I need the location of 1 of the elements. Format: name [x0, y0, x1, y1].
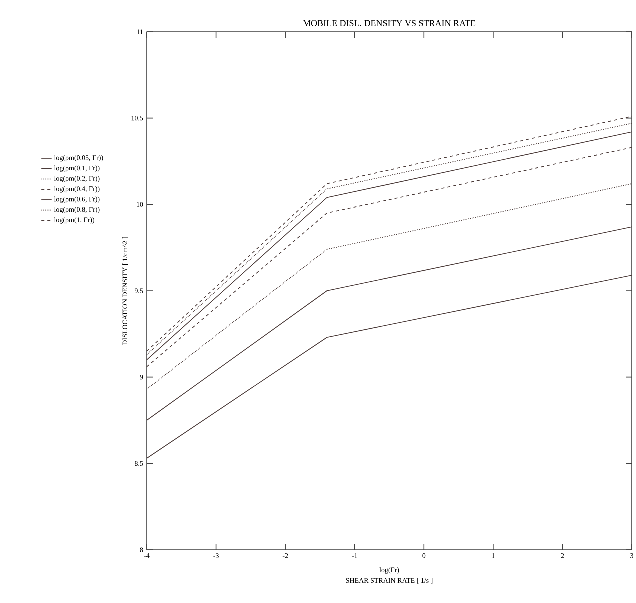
chart-title: MOBILE DISL. DENSITY VS STRAIN RATE — [303, 20, 476, 26]
